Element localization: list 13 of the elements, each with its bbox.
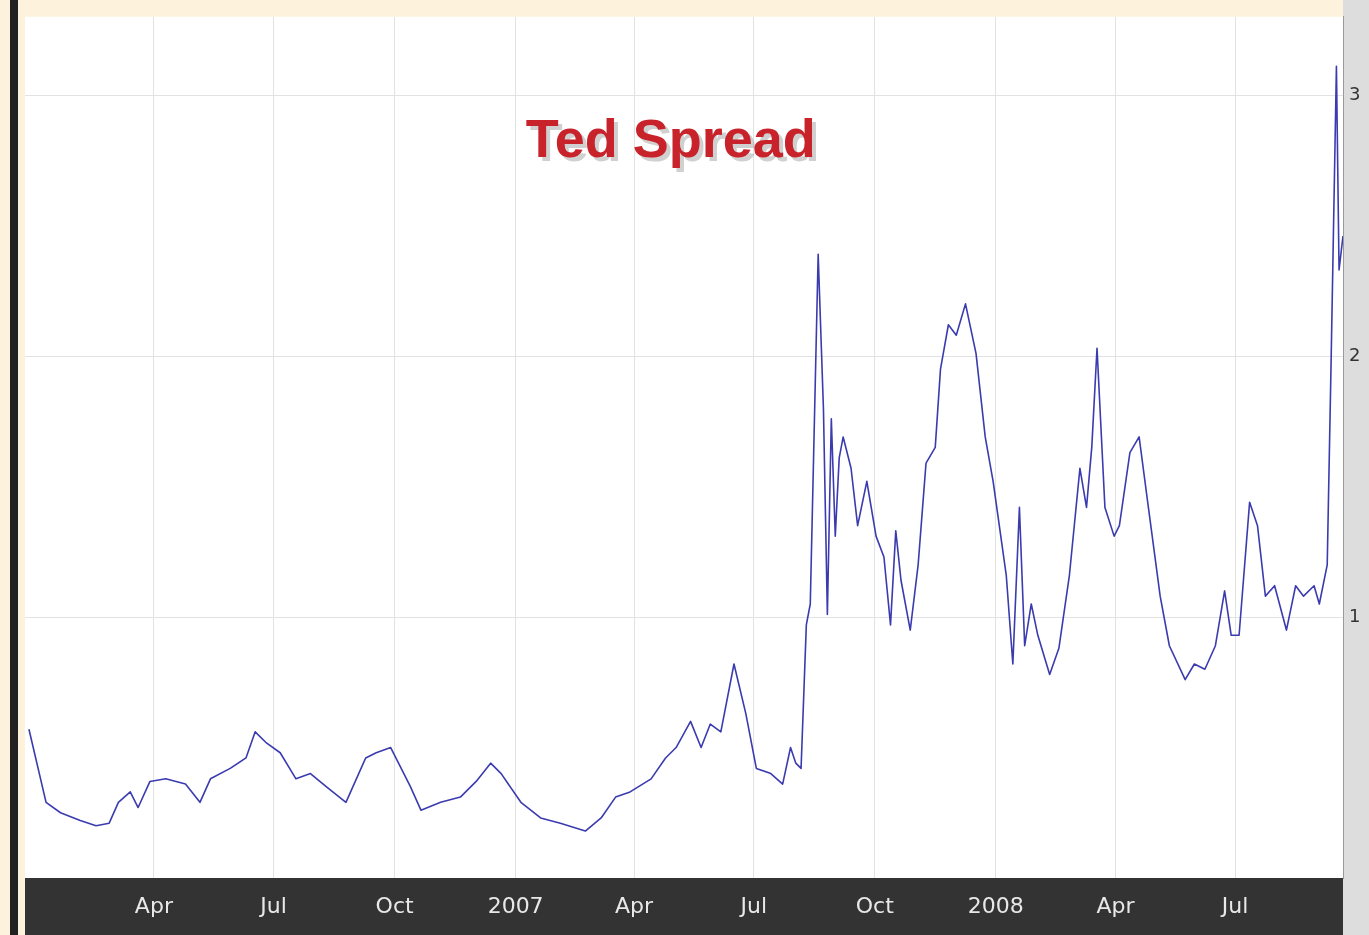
x-tick-label: Apr — [134, 892, 174, 918]
x-tick-label: Apr — [614, 892, 654, 918]
x-tick-label: Oct — [375, 892, 415, 918]
y-tick-label: 2 — [1349, 343, 1361, 365]
y-tick-label: 3 — [1349, 82, 1361, 104]
x-tick-label: Jul — [258, 892, 287, 918]
y-tick-label: 1 — [1349, 604, 1361, 626]
x-tick-label: Apr — [1096, 892, 1136, 918]
x-tick-label: 2007 — [487, 892, 544, 918]
x-tick-label: Oct — [855, 892, 895, 918]
x-tick-label: 2008 — [967, 892, 1024, 918]
x-tick-label: Jul — [1219, 892, 1249, 918]
x-tick-label: Jul — [738, 892, 767, 918]
